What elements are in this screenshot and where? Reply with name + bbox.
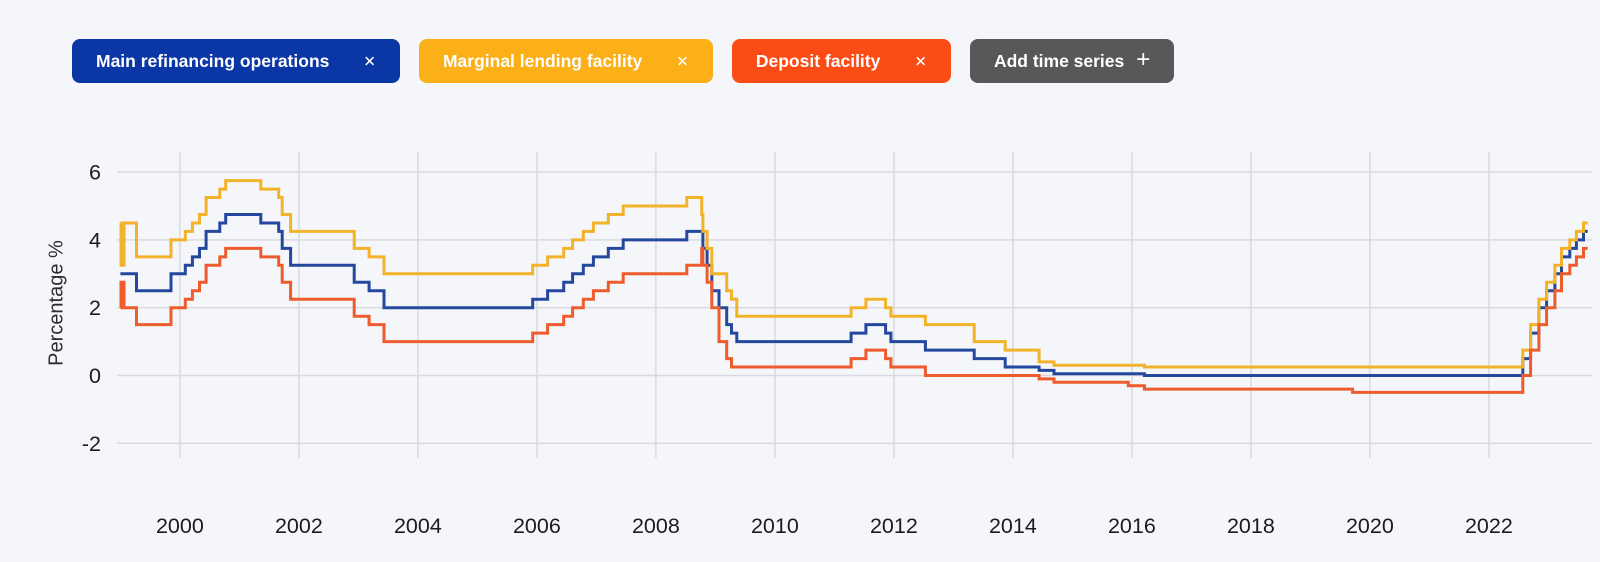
x-tick-label: 2014: [989, 514, 1037, 538]
y-tick-label: 2: [89, 296, 101, 320]
x-tick-label: 2022: [1465, 514, 1513, 538]
add-time-series-button[interactable]: Add time series +: [969, 39, 1175, 83]
x-tick-label: 2004: [394, 514, 442, 538]
close-icon[interactable]: ✕: [363, 53, 376, 70]
x-tick-label: 2020: [1346, 514, 1394, 538]
x-tick-label: 2012: [870, 514, 918, 538]
series-chip-deposit-facility[interactable]: Deposit facility ✕: [731, 39, 951, 83]
series-chip-marginal-lending-facility[interactable]: Marginal lending facility ✕: [418, 39, 713, 83]
series-path-main-refinancing-operations: [120, 213, 1588, 377]
y-tick-label: 0: [89, 364, 101, 388]
series-chip-main-refinancing-operations[interactable]: Main refinancing operations ✕: [72, 39, 400, 83]
close-icon[interactable]: ✕: [914, 53, 927, 70]
chip-row: Main refinancing operations ✕ Marginal l…: [72, 39, 1175, 83]
y-tick-label: 4: [89, 228, 101, 252]
chip-label: Add time series: [993, 50, 1125, 71]
y-tick-label: -2: [82, 432, 101, 456]
y-tick-label: 6: [89, 161, 101, 185]
x-tick-label: 2016: [1108, 514, 1156, 538]
series-path-deposit-facility: [119, 246, 1588, 394]
chip-label: Main refinancing operations: [96, 50, 330, 71]
chip-label: Deposit facility: [755, 50, 881, 71]
x-tick-label: 2018: [1227, 514, 1275, 538]
x-tick-label: 2010: [751, 514, 799, 538]
close-icon[interactable]: ✕: [676, 53, 689, 70]
chip-label: Marginal lending facility: [442, 50, 643, 71]
series-path-marginal-lending-facility: [119, 179, 1588, 369]
x-tick-label: 2006: [513, 514, 561, 538]
x-tick-label: 2002: [275, 514, 323, 538]
x-tick-label: 2008: [632, 514, 680, 538]
x-tick-label: 2000: [156, 514, 204, 538]
y-axis-title: Percentage %: [45, 240, 68, 366]
